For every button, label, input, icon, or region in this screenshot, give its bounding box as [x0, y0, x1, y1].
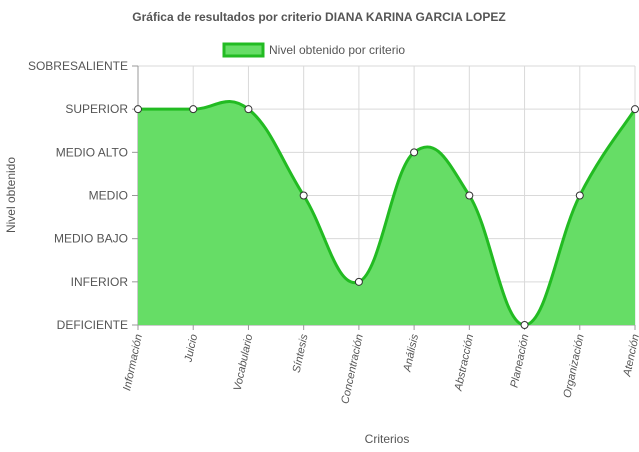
data-point-4[interactable] [354, 277, 363, 286]
y-tick-label: SUPERIOR [65, 102, 128, 116]
y-tick-label: MEDIO BAJO [54, 232, 128, 246]
y-axis-title: Nivel obtenido [4, 157, 18, 233]
legend-label: Nivel obtenido por criterio [269, 43, 405, 57]
legend-swatch [222, 42, 265, 58]
x-tick-label: Concentración [339, 333, 365, 405]
data-point-5[interactable] [410, 148, 419, 157]
data-point-3[interactable] [299, 191, 308, 200]
data-point-9[interactable] [631, 105, 639, 114]
legend[interactable]: Nivel obtenido por criterio [222, 42, 405, 58]
x-tick-label: Vocabulario [232, 333, 256, 392]
data-point-0[interactable] [134, 105, 142, 114]
data-point-6[interactable] [465, 191, 474, 200]
data-points [134, 105, 639, 329]
x-tick-label: Atención [621, 333, 639, 378]
x-axis-title: Criterios [365, 432, 410, 446]
y-tick-label: MEDIO [89, 189, 128, 203]
data-point-2[interactable] [244, 105, 253, 114]
data-point-8[interactable] [575, 191, 584, 200]
y-tick-label: DEFICIENTE [57, 318, 128, 332]
y-tick-label: SOBRESALIENTE [28, 59, 128, 73]
y-axis: DEFICIENTE INFERIOR MEDIO BAJO MEDIO MEDIO A… [28, 59, 139, 332]
x-tick-label: Planeación [508, 333, 531, 389]
x-tick-label: Síntesis [291, 333, 311, 374]
y-tick-label: INFERIOR [71, 275, 129, 289]
x-axis: Información Juicio Vocabulario Síntesis Conc… [121, 324, 639, 405]
x-tick-label: Abstracción [452, 333, 476, 393]
x-tick-label: Información [121, 333, 145, 392]
series-area-fill [138, 101, 635, 326]
x-tick-label: Juicio [182, 333, 200, 364]
data-point-7[interactable] [520, 321, 529, 329]
y-tick-label: MEDIO ALTO [56, 145, 128, 159]
data-point-1[interactable] [189, 105, 198, 114]
series-area [138, 100, 637, 327]
chart-title: Gráfica de resultados por criterio DIANA… [132, 10, 505, 24]
x-tick-label: Análisis [401, 333, 421, 374]
x-tick-label: Organización [561, 333, 586, 399]
